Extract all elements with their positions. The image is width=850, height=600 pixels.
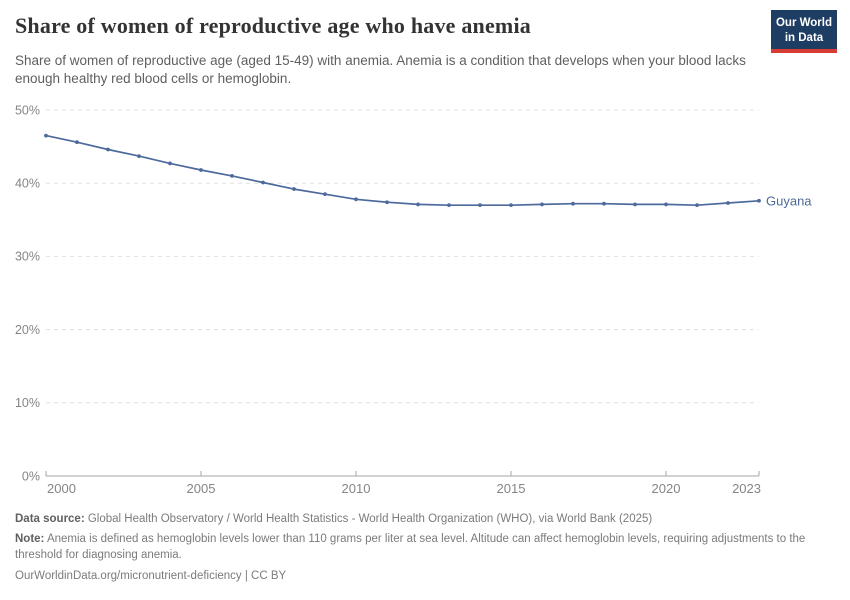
chart-subtitle: Share of women of reproductive age (aged… — [15, 53, 746, 86]
owid-logo[interactable]: Our World in Data — [771, 10, 837, 54]
svg-text:20%: 20% — [15, 323, 40, 337]
svg-text:30%: 30% — [15, 250, 40, 264]
svg-text:2010: 2010 — [342, 481, 371, 496]
svg-text:2000: 2000 — [47, 481, 76, 496]
svg-text:50%: 50% — [15, 103, 40, 117]
svg-text:0%: 0% — [22, 469, 40, 483]
x-axis-labels: 2000 2005 2010 2015 2020 2023 — [47, 481, 761, 496]
chart-footer: Data source: Global Health Observatory /… — [15, 512, 821, 589]
series-line — [45, 134, 760, 207]
note-label: Note: — [15, 533, 45, 546]
y-gridlines — [46, 109, 759, 404]
citation-link[interactable]: OurWorldinData.org/micronutrient-deficie… — [15, 569, 287, 582]
data-source-line: Data source: Global Health Observatory /… — [15, 512, 821, 528]
svg-text:2005: 2005 — [187, 481, 216, 496]
y-axis-labels: 0% 10% 20% 30% 40% 50% — [15, 103, 40, 483]
citation-line: OurWorldinData.org/micronutrient-deficie… — [15, 569, 821, 585]
svg-text:2023: 2023 — [732, 481, 761, 496]
note-line: Note: Anemia is defined as hemoglobin le… — [15, 532, 821, 564]
series-points — [44, 133, 761, 208]
line-chart[interactable]: 0% 10% 20% 30% 40% 50% 2000 2005 2010 2015 2020 202… — [0, 95, 850, 505]
x-axis-ticks — [45, 471, 760, 476]
data-source-label: Data source: — [15, 513, 85, 525]
series-end-label: Guyana — [766, 193, 812, 208]
svg-text:2015: 2015 — [497, 481, 526, 496]
note-text: Anemia is defined as hemoglobin levels l… — [15, 533, 806, 562]
owid-logo-line2: in Data — [784, 31, 824, 44]
chart-title: Share of women of reproductive age who h… — [15, 13, 531, 38]
data-source-text: Global Health Observatory / World Health… — [84, 513, 653, 525]
svg-text:2020: 2020 — [652, 481, 681, 496]
owid-logo-line1: Our World — [775, 17, 832, 29]
svg-text:10%: 10% — [15, 396, 40, 410]
svg-text:40%: 40% — [15, 177, 40, 191]
